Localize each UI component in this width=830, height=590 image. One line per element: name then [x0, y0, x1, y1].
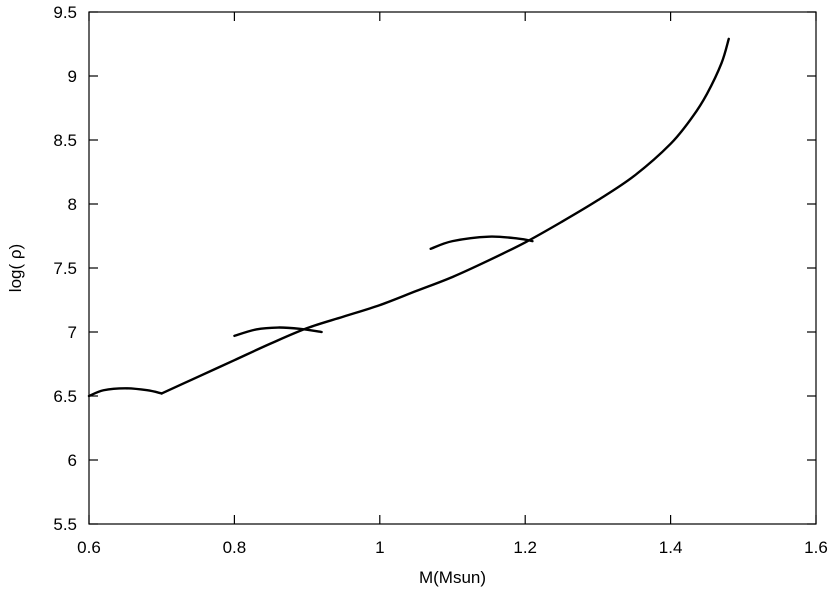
- tick-labels: 0.6 0.8 1 1.2 1.4 1.6 5.5 6 6.5 7 7.5 8 8.5 9 9.5: [53, 3, 827, 557]
- y-tick-label: 9: [68, 67, 77, 86]
- y-tick-label: 5.5: [53, 515, 77, 534]
- plot-frame: [88, 11, 817, 525]
- y-axis-label: log( ρ): [6, 244, 25, 292]
- series-line-2: [233, 326, 323, 338]
- x-tick-label: 0.6: [77, 538, 101, 557]
- x-tick-label: 1: [375, 538, 384, 557]
- series-lines: [87, 37, 730, 398]
- series-line-0: [160, 37, 730, 395]
- x-tick-label: 0.8: [223, 538, 247, 557]
- y-tick-label: 8.5: [53, 131, 77, 150]
- x-tick-label: 1.2: [513, 538, 537, 557]
- y-tick-label: 7: [68, 323, 77, 342]
- series-line-3: [429, 235, 534, 250]
- y-tick-label: 7.5: [53, 259, 77, 278]
- x-tick-label: 1.6: [804, 538, 828, 557]
- x-tick-label: 1.4: [659, 538, 683, 557]
- y-tick-label: 8: [68, 195, 77, 214]
- y-tick-label: 6: [68, 451, 77, 470]
- x-axis-label: M(Msun): [419, 568, 486, 587]
- series-line-1: [87, 387, 163, 398]
- y-tick-label: 6.5: [53, 387, 77, 406]
- axis-ticks: [88, 11, 817, 525]
- y-tick-label: 9.5: [53, 3, 77, 22]
